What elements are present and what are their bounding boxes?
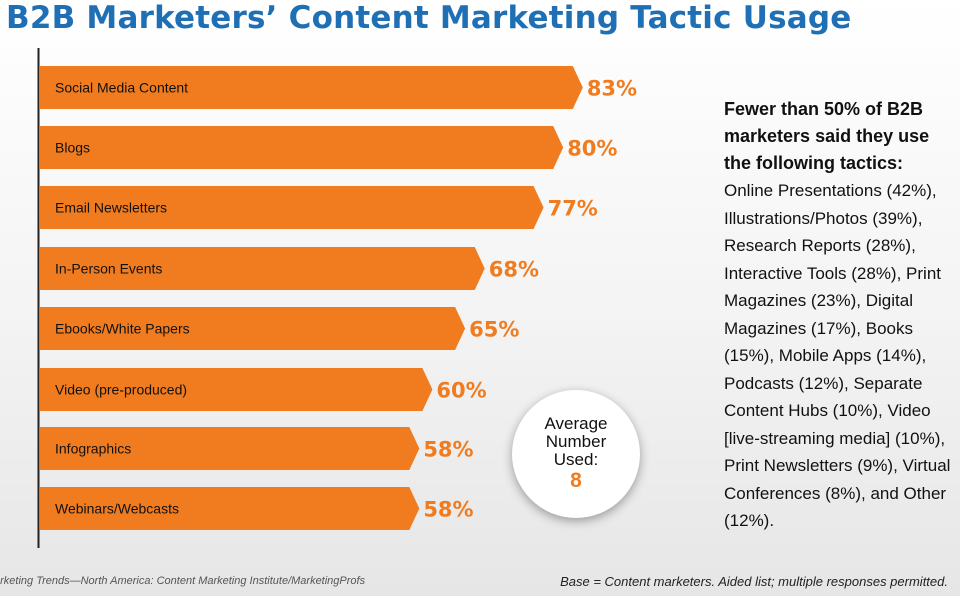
bar-chart: Social Media Content 83% Blogs 80% Email New… — [37, 48, 637, 548]
bar — [40, 307, 466, 350]
bar — [40, 427, 420, 470]
average-badge: Average Number Used: 8 — [512, 390, 640, 518]
bar — [40, 186, 544, 229]
value-label: 83% — [587, 77, 637, 101]
bar — [40, 126, 564, 169]
source-note: arketing Trends—North America: Content M… — [0, 575, 366, 587]
value-label: 68% — [489, 258, 539, 282]
category-label: Ebooks/White Papers — [55, 321, 190, 337]
sidebar-body: Online Presentations (42%), Illustration… — [724, 181, 951, 530]
average-label-line3: Used: — [553, 450, 599, 469]
bar — [40, 487, 420, 530]
category-label: Webinars/Webcasts — [55, 501, 179, 517]
value-label: 80% — [567, 137, 617, 161]
category-label: Blogs — [55, 140, 90, 156]
category-label: Infographics — [55, 441, 131, 457]
average-label-line1: Average — [544, 414, 608, 433]
category-label: Video (pre-produced) — [55, 382, 187, 398]
sidebar-heading: Fewer than 50% of B2B marketers said the… — [724, 99, 930, 173]
category-label: In-Person Events — [55, 261, 162, 277]
average-value: 8 — [570, 469, 582, 492]
chart-title: B2B Marketers’ Content Marketing Tactic … — [6, 0, 852, 36]
value-label: 58% — [423, 438, 473, 462]
category-label: Social Media Content — [55, 80, 188, 96]
value-label: 77% — [548, 197, 598, 221]
average-label-line2: Number — [545, 432, 607, 451]
sidebar-note: Fewer than 50% of B2B marketers said the… — [724, 96, 960, 535]
bar — [40, 66, 583, 109]
value-label: 58% — [423, 498, 473, 522]
base-note: Base = Content marketers. Aided list; mu… — [560, 574, 948, 589]
value-label: 60% — [436, 379, 486, 403]
category-label: Email Newsletters — [55, 200, 167, 216]
bar — [40, 247, 485, 290]
bar — [40, 368, 433, 411]
value-label: 65% — [469, 318, 519, 342]
